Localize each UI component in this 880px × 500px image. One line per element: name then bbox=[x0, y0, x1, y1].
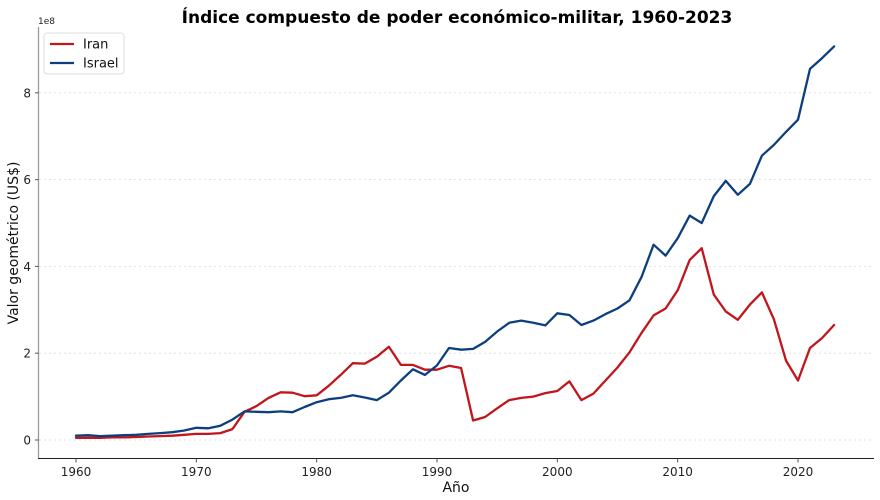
x-axis-label: Año bbox=[442, 480, 469, 496]
x-tick-label: 2020 bbox=[783, 465, 814, 479]
chart-title: Índice compuesto de poder económico-mili… bbox=[182, 6, 733, 28]
x-tick-label: 1970 bbox=[181, 465, 212, 479]
series-line-iran bbox=[74, 247, 836, 439]
grid-lines bbox=[39, 92, 874, 441]
y-offset-label: 1e8 bbox=[38, 17, 55, 27]
y-tick-label: 2 bbox=[23, 347, 31, 361]
x-ticks: 1960 1970 1980 1990 2000 2010 2020 bbox=[61, 458, 814, 479]
x-tick-label: 1990 bbox=[422, 465, 453, 479]
y-tick-label: 6 bbox=[23, 173, 31, 187]
y-ticks: 0 2 4 6 8 bbox=[23, 86, 39, 448]
y-tick-label: 8 bbox=[23, 86, 31, 100]
x-tick-label: 2000 bbox=[542, 465, 573, 479]
y-tick-label: 4 bbox=[23, 260, 31, 274]
legend: Iran Israel bbox=[43, 32, 125, 75]
legend-label-israel: Israel bbox=[83, 57, 119, 72]
x-tick-label: 2010 bbox=[662, 465, 693, 479]
series-lines bbox=[74, 45, 836, 439]
y-axis-label: Valor geométrico (US$) bbox=[6, 162, 22, 325]
x-tick-label: 1980 bbox=[301, 465, 332, 479]
series-line-israel bbox=[74, 45, 836, 438]
x-tick-label: 1960 bbox=[61, 465, 92, 479]
axes bbox=[37, 27, 874, 460]
legend-label-iran: Iran bbox=[83, 38, 108, 53]
y-tick-label: 0 bbox=[23, 434, 31, 448]
